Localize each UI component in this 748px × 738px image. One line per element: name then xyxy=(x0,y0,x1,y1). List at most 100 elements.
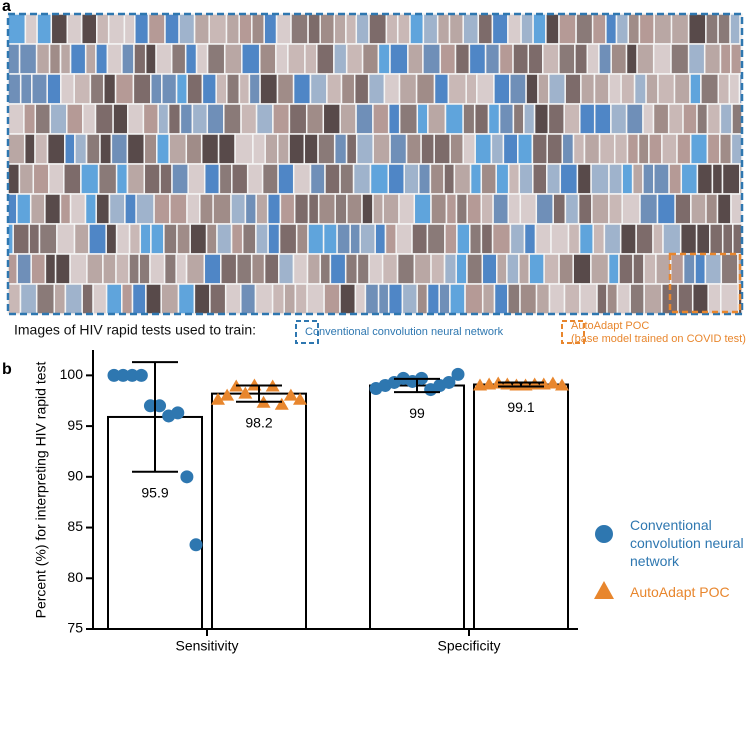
image-tile xyxy=(707,283,722,315)
image-tile xyxy=(355,13,370,45)
image-tile xyxy=(201,73,217,105)
image-tile xyxy=(69,43,87,75)
image-tile xyxy=(195,43,209,75)
image-tile xyxy=(292,253,309,285)
value-label: 99.1 xyxy=(507,399,534,415)
image-tile xyxy=(677,283,694,315)
image-tile xyxy=(134,13,150,45)
image-tile xyxy=(487,103,501,135)
image-tile xyxy=(86,253,104,285)
image-tile xyxy=(473,103,490,135)
image-tile xyxy=(387,163,406,195)
image-tile xyxy=(689,73,702,105)
image-tile xyxy=(128,223,142,255)
image-tile xyxy=(205,223,218,255)
image-tile xyxy=(69,193,87,225)
image-tile xyxy=(477,13,494,45)
image-tile xyxy=(643,283,663,315)
image-tile xyxy=(115,253,130,285)
image-tile xyxy=(579,283,598,315)
image-tile xyxy=(407,43,424,75)
image-tile xyxy=(38,223,58,255)
image-tile xyxy=(292,163,312,195)
legend-entry: Conventional convolution neural network xyxy=(630,517,744,569)
image-tile xyxy=(509,223,526,255)
caption: Images of HIV rapid tests used to train: xyxy=(14,322,256,338)
image-tile xyxy=(108,193,126,225)
image-tile xyxy=(537,73,550,105)
image-tile xyxy=(31,73,48,105)
image-tile xyxy=(670,43,690,75)
image-tile xyxy=(719,103,733,135)
image-tile xyxy=(385,13,399,45)
image-tile xyxy=(283,283,297,315)
legend-marker xyxy=(595,525,613,543)
value-label: 99 xyxy=(409,405,425,421)
image-tile xyxy=(518,163,534,195)
image-tile xyxy=(667,103,684,135)
image-tile xyxy=(637,133,650,165)
value-label: 95.9 xyxy=(141,484,168,500)
data-point xyxy=(125,368,139,382)
image-tile xyxy=(572,253,592,285)
image-tile xyxy=(18,43,38,75)
image-tile xyxy=(687,13,707,45)
image-tile xyxy=(185,253,206,285)
image-tile xyxy=(507,13,522,45)
image-tile xyxy=(218,163,233,195)
image-tile xyxy=(548,73,566,105)
image-tile xyxy=(545,13,560,45)
image-tile xyxy=(466,253,484,285)
image-tile xyxy=(186,73,204,105)
image-tile xyxy=(607,253,620,285)
image-tile xyxy=(24,13,38,45)
image-tile xyxy=(317,133,336,165)
image-tile xyxy=(287,43,306,75)
image-tile xyxy=(345,43,364,75)
panel-label: a xyxy=(2,0,11,15)
image-tile xyxy=(626,133,640,165)
image-tile xyxy=(18,163,35,195)
image-tile xyxy=(339,103,357,135)
image-tile xyxy=(30,253,47,285)
image-tile xyxy=(355,103,374,135)
data-point xyxy=(545,376,560,389)
image-tile xyxy=(635,223,654,255)
image-tile xyxy=(64,133,76,165)
image-tile xyxy=(639,193,659,225)
image-tile xyxy=(7,193,18,225)
image-tile xyxy=(593,73,610,105)
image-tile xyxy=(346,193,363,225)
image-tile xyxy=(593,103,612,135)
image-tile xyxy=(534,223,552,255)
image-tile xyxy=(405,133,422,165)
image-tile xyxy=(576,163,592,195)
image-tile xyxy=(170,43,187,75)
image-tile xyxy=(493,73,511,105)
y-tick-label: 90 xyxy=(67,468,83,484)
image-tile xyxy=(625,103,644,135)
image-tile xyxy=(127,103,145,135)
image-tile xyxy=(377,43,391,75)
image-tile xyxy=(732,223,743,255)
image-tile xyxy=(333,133,348,165)
image-tile xyxy=(19,73,33,105)
image-tile xyxy=(449,133,465,165)
image-tile xyxy=(326,73,343,105)
image-tile xyxy=(216,223,233,255)
image-tile xyxy=(720,253,739,285)
image-tile xyxy=(167,103,182,135)
image-tile xyxy=(333,43,348,75)
image-tile xyxy=(679,223,698,255)
image-tile xyxy=(144,43,157,75)
image-tile xyxy=(563,283,581,315)
image-tile xyxy=(322,103,341,135)
image-tile xyxy=(155,43,173,75)
image-tile xyxy=(395,223,413,255)
image-tile xyxy=(143,163,161,195)
data-point xyxy=(220,388,235,401)
image-tile xyxy=(251,13,265,45)
image-tile xyxy=(106,43,123,75)
image-tile xyxy=(564,193,580,225)
image-tile xyxy=(656,193,676,225)
